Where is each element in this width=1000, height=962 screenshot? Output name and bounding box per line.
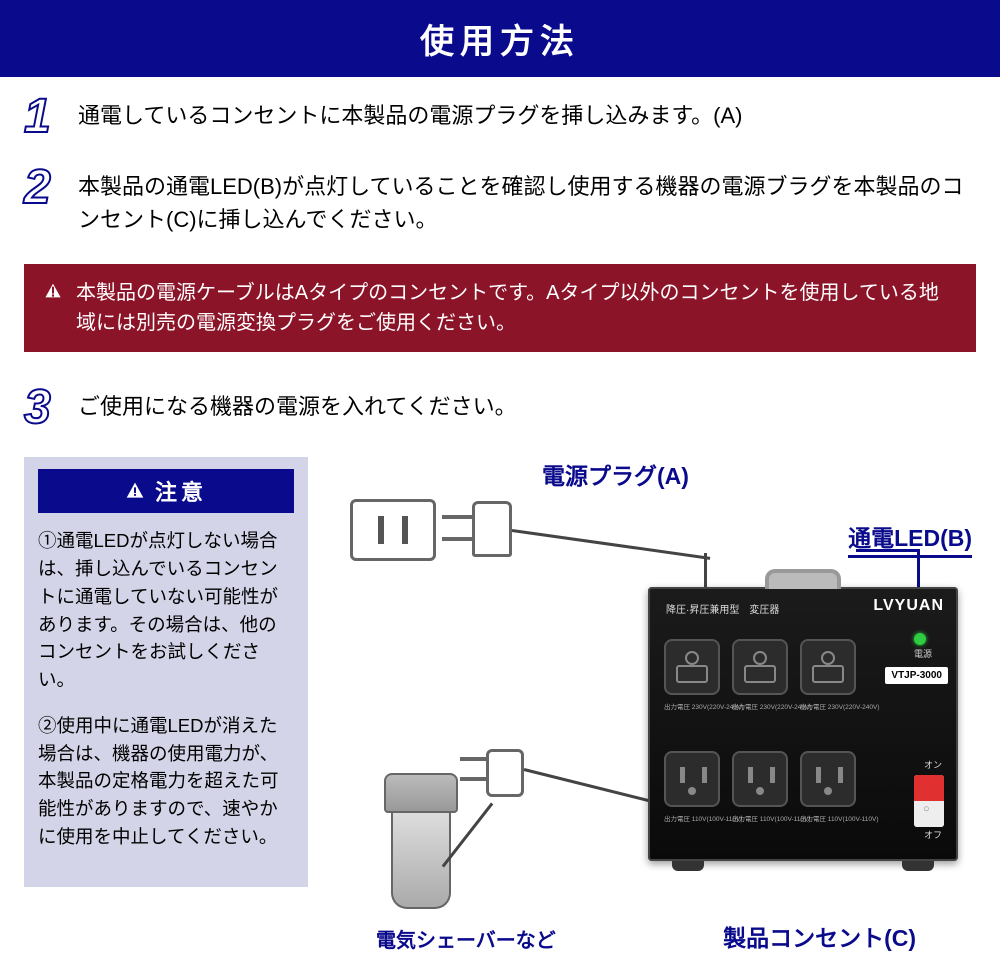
header-bar: 使用方法	[0, 0, 1000, 77]
step-3-number: 3	[24, 386, 68, 429]
caution-header: 注意	[38, 469, 294, 513]
plug-prong-icon	[460, 757, 486, 761]
shaver-icon	[384, 773, 458, 913]
label-shaver: 電気シェーバーなど	[376, 924, 556, 953]
caution-header-text: 注意	[155, 475, 207, 507]
power-led-indicator-icon	[914, 633, 926, 645]
outlet-voltage-label: 出力電圧 230V(220V-240V)	[800, 701, 856, 711]
outlet-universal-icon: 出力電圧 230V(220V-240V)	[800, 639, 856, 695]
step-2: 2 本製品の通電LED(B)が点灯していることを確認し使用する機器の電源ブラグを…	[24, 166, 976, 236]
device-model-label: VTJP-3000	[885, 667, 948, 684]
plug-prong-icon	[460, 777, 486, 781]
content: 1 通電しているコンセントに本製品の電源プラグを挿し込みます。(A) 2 本製品…	[0, 77, 1000, 957]
caution-body: ①通電LEDが点灯しない場合は、挿し込んでいるコンセントに通電していない可能性が…	[38, 527, 294, 850]
step-3-text: ご使用になる機器の電源を入れてください。	[78, 386, 517, 423]
caution-triangle-icon	[125, 481, 145, 501]
warning-triangle-icon	[42, 280, 64, 302]
outlet-us-icon: 出力電圧 110V(100V-110V)	[664, 751, 720, 807]
caution-para-2: ②使用中に通電LEDが消えた場合は、機器の使用電力が、本製品の定格電力を超えた可…	[38, 712, 294, 851]
outlet-universal-icon: 出力電圧 230V(220V-240V)	[732, 639, 788, 695]
device-type-label: 降圧·昇圧兼用型 変圧器	[666, 601, 779, 616]
outlet-voltage-label: 出力電圧 230V(220V-240V)	[732, 701, 788, 711]
outlet-us-icon: 出力電圧 110V(100V-110V)	[732, 751, 788, 807]
step-1: 1 通電しているコンセントに本製品の電源プラグを挿し込みます。(A)	[24, 95, 976, 138]
plug-prong-icon	[442, 537, 472, 541]
outlet-voltage-label: 出力電圧 110V(100V-110V)	[732, 813, 788, 823]
warning-text: 本製品の電源ケーブルはAタイプのコンセントです。Aタイプ以外のコンセントを使用し…	[76, 278, 958, 338]
diagram-area: 注意 ①通電LEDが点灯しない場合は、挿し込んでいるコンセントに通電していない可…	[24, 457, 976, 957]
header-title: 使用方法	[420, 23, 580, 61]
power-plug-icon	[472, 501, 512, 557]
outlet-row-230v: 出力電圧 230V(220V-240V) 出力電圧 230V(220V-240V…	[664, 639, 856, 695]
step-1-text: 通電しているコンセントに本製品の電源プラグを挿し込みます。(A)	[78, 95, 742, 132]
device-foot-icon	[902, 861, 934, 871]
warning-bar: 本製品の電源ケーブルはAタイプのコンセントです。Aタイプ以外のコンセントを使用し…	[24, 264, 976, 352]
outlet-voltage-label: 出力電圧 230V(220V-240V)	[664, 701, 720, 711]
label-power-led: 通電LED(B)	[848, 519, 972, 558]
device-handle-icon	[765, 569, 841, 589]
step-2-number: 2	[24, 166, 68, 209]
device-foot-icon	[672, 861, 704, 871]
step-2-text: 本製品の通電LED(B)が点灯していることを確認し使用する機器の電源ブラグを本製…	[78, 166, 976, 236]
diagram-illustration: 電源プラグ(A) 通電LED(B) 電気シェーバーなど 製品コンセント(C)	[308, 457, 976, 957]
power-switch-icon	[914, 775, 944, 827]
label-product-outlet: 製品コンセント(C)	[723, 919, 916, 953]
switch-on-label: オン	[924, 758, 942, 771]
step-3: 3 ご使用になる機器の電源を入れてください。	[24, 386, 976, 429]
outlet-universal-icon: 出力電圧 230V(220V-240V)	[664, 639, 720, 695]
outlet-row-110v: 出力電圧 110V(100V-110V) 出力電圧 110V(100V-110V…	[664, 751, 856, 807]
outlet-voltage-label: 出力電圧 110V(100V-110V)	[664, 813, 720, 823]
plug-prong-icon	[442, 515, 472, 519]
wall-socket-icon	[350, 499, 436, 561]
outlet-voltage-label: 出力電圧 110V(100V-110V)	[800, 813, 856, 823]
appliance-plug-icon	[486, 749, 524, 797]
switch-off-label: オフ	[924, 828, 942, 841]
label-power-plug: 電源プラグ(A)	[542, 457, 689, 491]
transformer-device: 降圧·昇圧兼用型 変圧器 LVYUAN 電源 VTJP-3000 出力電圧 23…	[648, 587, 958, 861]
device-brand-label: LVYUAN	[873, 597, 944, 615]
led-pointer-line	[856, 549, 920, 552]
device-led-label: 電源	[914, 647, 932, 660]
caution-para-1: ①通電LEDが点灯しない場合は、挿し込んでいるコンセントに通電していない可能性が…	[38, 527, 294, 694]
caution-box: 注意 ①通電LEDが点灯しない場合は、挿し込んでいるコンセントに通電していない可…	[24, 457, 308, 886]
cable-line-icon	[512, 529, 710, 560]
outlet-us-icon: 出力電圧 110V(100V-110V)	[800, 751, 856, 807]
step-1-number: 1	[24, 95, 68, 138]
